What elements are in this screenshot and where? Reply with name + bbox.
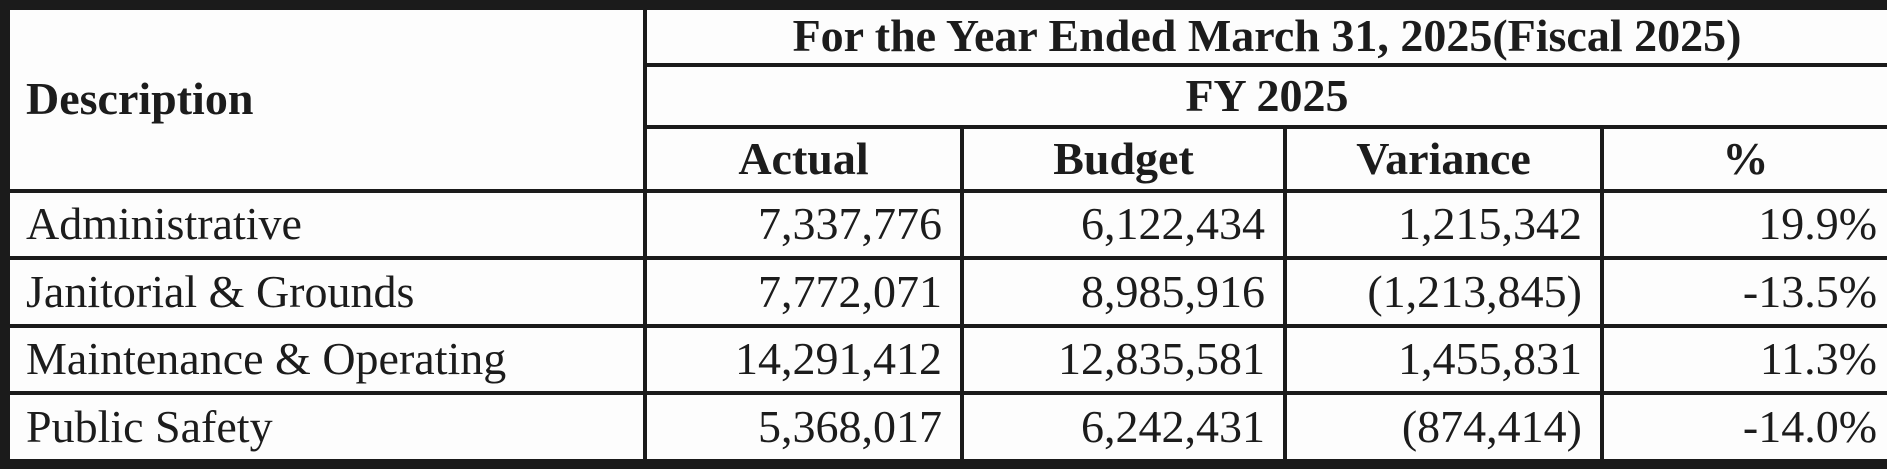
column-header-actual: Actual [643,125,964,193]
period-title: For the Year Ended March 31, 2025(Fiscal… [642,3,1887,67]
table-row-janitorial-grounds: Janitorial & Grounds 7,772,071 8,985,916… [3,256,1887,328]
cell-percent: 11.3% [1599,323,1887,395]
table-row-maintenance-operating: Maintenance & Operating 14,291,412 12,83… [3,323,1887,395]
header-row-columns: Actual Budget Variance % [5,125,1887,193]
cell-percent: -14.0% [1599,390,1887,467]
description-column-header: Description [3,3,647,193]
cell-actual: 5,368,017 [643,390,964,467]
row-description: Administrative [3,188,647,261]
cell-variance: 1,455,831 [1283,323,1604,395]
column-header-percent: % [1599,125,1887,193]
cell-actual: 14,291,412 [643,323,964,395]
cell-actual: 7,337,776 [643,188,964,261]
header-row-period: Description For the Year Ended March 31,… [3,3,1887,193]
table-row-administrative: Administrative 7,337,776 6,122,434 1,215… [3,188,1887,261]
cell-budget: 6,122,434 [960,188,1287,261]
cell-budget: 12,835,581 [960,323,1287,395]
row-description: Public Safety [3,390,647,467]
cell-variance: (1,213,845) [1283,256,1604,328]
row-description: Janitorial & Grounds [3,256,647,328]
header-row-fiscal-year: FY 2025 [5,63,1887,129]
table-row-public-safety: Public Safety 5,368,017 6,242,431 (874,4… [3,390,1887,467]
cell-variance: (874,414) [1283,390,1604,467]
fiscal-year-label: FY 2025 [642,63,1887,129]
cell-budget: 8,985,916 [960,256,1287,328]
cell-actual: 7,772,071 [643,256,964,328]
column-header-budget: Budget [960,125,1287,193]
cell-budget: 6,242,431 [960,390,1287,467]
column-header-variance: Variance [1283,125,1604,193]
row-description: Maintenance & Operating [3,323,647,395]
cell-percent: 19.9% [1599,188,1887,261]
cell-percent: -13.5% [1599,256,1887,328]
cell-variance: 1,215,342 [1283,188,1604,261]
